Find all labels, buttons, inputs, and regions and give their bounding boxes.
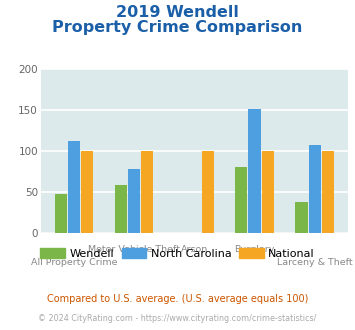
Bar — [248, 109, 261, 233]
Text: Burglary: Burglary — [234, 245, 275, 254]
Text: © 2024 CityRating.com - https://www.cityrating.com/crime-statistics/: © 2024 CityRating.com - https://www.city… — [38, 314, 317, 323]
Bar — [141, 151, 153, 233]
Bar — [322, 151, 334, 233]
Text: Property Crime Comparison: Property Crime Comparison — [52, 20, 303, 35]
Text: 2019 Wendell: 2019 Wendell — [116, 5, 239, 20]
Text: Compared to U.S. average. (U.S. average equals 100): Compared to U.S. average. (U.S. average … — [47, 294, 308, 304]
Bar — [295, 202, 308, 233]
Bar — [55, 194, 67, 233]
Bar — [68, 141, 80, 233]
Text: Motor Vehicle Theft: Motor Vehicle Theft — [88, 245, 180, 254]
Bar — [262, 151, 274, 233]
Bar — [128, 169, 140, 233]
Text: Larceny & Theft: Larceny & Theft — [277, 258, 353, 267]
Bar — [202, 151, 214, 233]
Bar — [235, 167, 247, 233]
Text: Arson: Arson — [181, 245, 208, 254]
Bar — [309, 145, 321, 233]
Bar — [81, 151, 93, 233]
Bar — [115, 185, 127, 233]
Legend: Wendell, North Carolina, National: Wendell, North Carolina, National — [36, 244, 319, 263]
Text: All Property Crime: All Property Crime — [31, 258, 117, 267]
